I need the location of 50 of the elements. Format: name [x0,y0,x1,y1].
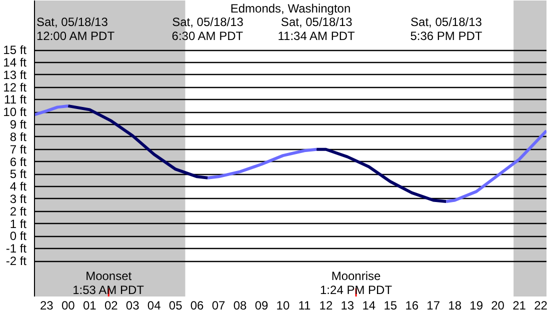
x-tick-label: 19 [470,298,484,312]
x-tick-label: 06 [190,298,204,312]
ref-line-label: Moonrise 1:24 PM PDT [320,269,393,298]
y-tick-label: 15 ft [3,43,28,58]
chart-title: Edmonds, Washington [230,2,351,16]
x-tick-label: 17 [426,298,440,312]
ref-line-label: Moonset 1:53 AM PDT [72,269,145,298]
y-tick-label: 9 ft [10,118,28,132]
y-tick-label: 12 ft [3,80,28,94]
x-tick-label: 07 [212,298,226,312]
x-tick-label: 16 [405,298,419,312]
y-tick-label: 4 ft [10,180,28,194]
x-tick-label: 05 [168,298,183,312]
x-tick-label: 04 [147,298,162,312]
x-tick-label: 02 [104,298,118,312]
annotation: Sat, 05/18/13 5:36 PM PDT [410,15,483,44]
x-tick-label: 21 [512,298,526,312]
y-tick-label: 14 ft [3,56,28,70]
x-tick-label: 03 [126,298,140,312]
x-tick-label: 11 [298,298,312,312]
y-tick-label: 7 ft [10,142,28,156]
y-tick-label: 0 ft [10,229,28,244]
x-tick-label: 20 [491,298,505,312]
x-tick-label: 00 [61,298,76,312]
y-tick-label: 8 ft [10,130,28,144]
y-tick-label: 11 ft [4,92,28,107]
x-tick-label: 15 [384,298,398,312]
x-tick-label: 01 [82,298,97,312]
y-tick-label: 6 ft [10,154,28,169]
x-tick-label: 13 [340,298,354,312]
x-tick-label: 12 [319,298,333,312]
x-tick-label: 18 [448,298,462,312]
y-tick-label: 13 ft [3,68,28,82]
x-tick-label: 14 [362,298,376,312]
x-tick-label: 09 [254,298,268,312]
annotation: Sat, 05/18/13 11:34 AM PDT [278,15,356,44]
annotation: Sat, 05/18/13 12:00 AM PDT [36,15,116,44]
annotation: Sat, 05/18/13 6:30 AM PDT [172,15,244,44]
line-series [34,104,70,116]
x-tick-label: 23 [40,298,54,312]
x-tick-label: 22 [534,298,548,312]
x-tick-label: 08 [233,298,248,312]
x-tick-label: 10 [276,298,290,312]
y-tick-label: 10 ft [3,105,28,120]
y-tick-label: 5 ft [10,167,28,182]
y-tick-label: 3 ft [10,192,28,206]
y-tick-label: -2 ft [6,254,28,268]
y-tick-label: 1 ft [10,216,28,231]
y-tick-label: 2 ft [10,204,28,218]
y-tick-label: -1 ft [6,242,28,256]
